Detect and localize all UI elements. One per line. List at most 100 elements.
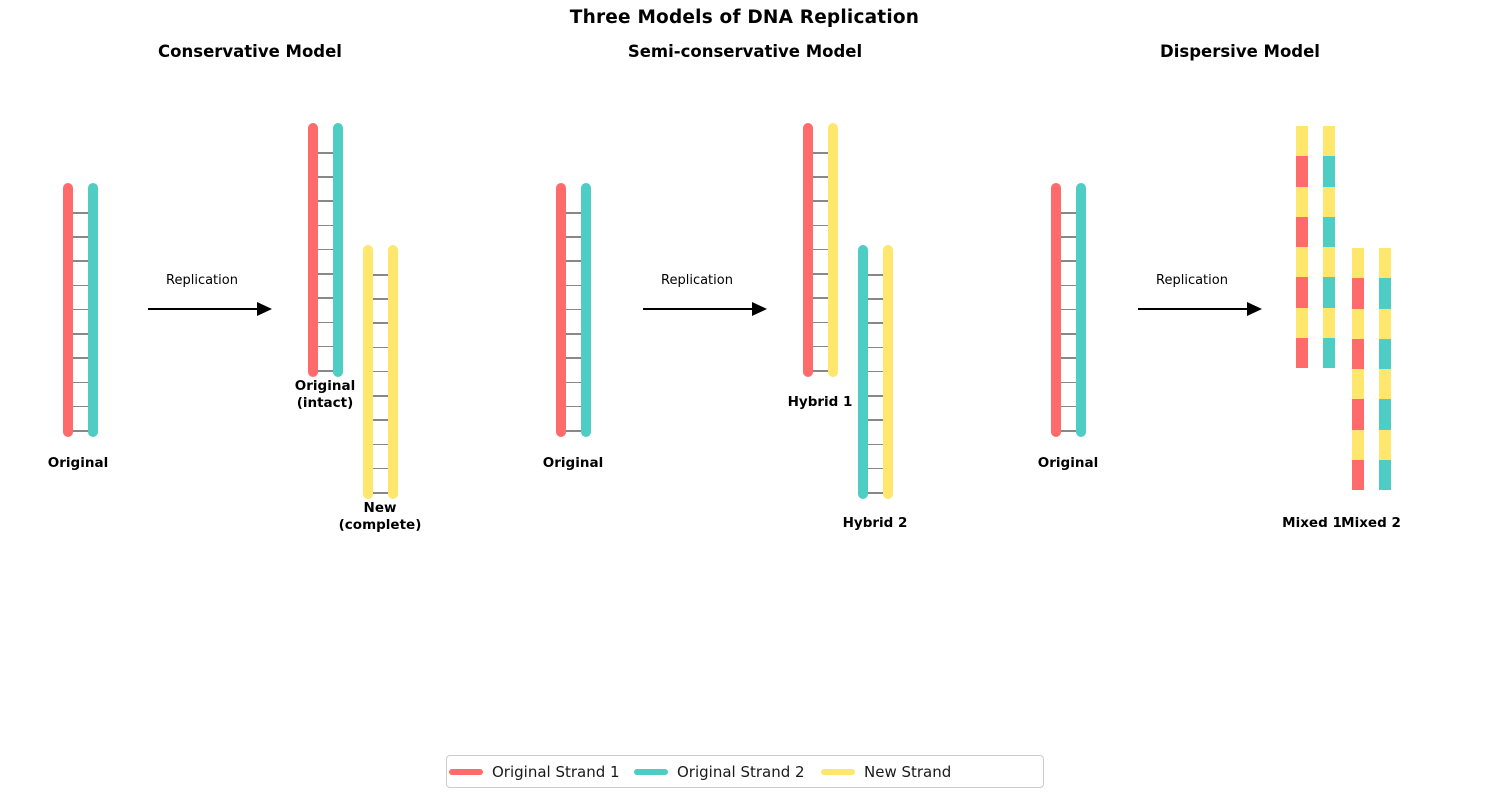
strand-segment-original-strand-1 <box>1296 216 1308 247</box>
legend-swatch-new-strand <box>821 768 855 775</box>
strand-segment-original-strand-1 <box>1352 278 1364 309</box>
base-pair-rung <box>313 200 338 203</box>
base-pair-rung <box>368 322 393 325</box>
panel-title-semi-conservative: Semi-conservative Model <box>627 42 863 61</box>
legend-swatch-original-strand-2 <box>634 768 668 775</box>
dna-strand-new-strand <box>883 245 893 499</box>
base-pair-rung <box>313 369 338 372</box>
base-pair-rung <box>808 369 833 372</box>
strand-segment-original-strand-1 <box>1296 277 1308 308</box>
dispersive-mixed-2-segmented-strands <box>1352 248 1391 490</box>
legend-label: New Strand <box>864 762 952 781</box>
panel-title-conservative: Conservative Model <box>158 42 342 61</box>
base-pair-rung <box>863 274 888 276</box>
strand-segment-original-strand-2 <box>1379 399 1391 430</box>
strand-segment-new-strand <box>1323 247 1335 278</box>
strand-segment-new-strand <box>1323 307 1335 338</box>
strand-segment-original-strand-1 <box>1352 399 1364 430</box>
original-label: Original <box>542 455 604 471</box>
legend-entry-original-strand-2: Original Strand 2 <box>634 756 805 787</box>
base-pair-rung <box>863 467 888 470</box>
base-pair-rung <box>561 333 586 335</box>
base-pair-rung <box>1056 429 1081 432</box>
base-pair-rung <box>368 298 393 300</box>
base-pair-rung <box>68 236 93 238</box>
base-pair-rung <box>1056 405 1081 408</box>
strand-segment-original-strand-2 <box>1323 216 1335 247</box>
dna-strand-segmented <box>1379 248 1391 490</box>
dna-strand-new-strand <box>388 245 398 499</box>
base-pair-rung <box>808 297 833 299</box>
legend-label: Original Strand 2 <box>677 762 805 781</box>
base-pair-rung <box>313 248 338 251</box>
semi-conservative-original-helix <box>556 183 591 437</box>
semi-conservative-replication-arrow-label: Replication <box>661 273 733 288</box>
dispersive-replication-arrow-shaft <box>1138 308 1247 311</box>
original-label: Original <box>47 455 109 471</box>
base-pair-rung <box>1056 284 1081 287</box>
mixed-2-label: Mixed 2 <box>1341 515 1401 531</box>
strand-segment-original-strand-2 <box>1323 156 1335 187</box>
semi-conservative-replication-arrow-head <box>752 301 767 316</box>
base-pair-rung <box>561 284 586 287</box>
base-pair-rung <box>313 152 338 154</box>
base-pair-rung <box>1056 260 1081 263</box>
base-pair-rung <box>313 176 338 178</box>
base-pair-rung <box>863 298 888 300</box>
conservative-original-helix <box>63 183 98 437</box>
base-pair-rung <box>68 405 93 408</box>
mixed-1-label: Mixed 1 <box>1282 515 1342 531</box>
original-label: Original <box>1037 455 1099 471</box>
base-pair-rung <box>863 346 888 349</box>
strand-segment-original-strand-2 <box>1323 337 1335 368</box>
page-title: Three Models of DNA Replication <box>569 7 920 28</box>
dna-strand-original-strand-2 <box>88 183 98 437</box>
strand-segment-new-strand <box>1296 247 1308 278</box>
strand-segment-original-strand-1 <box>1352 459 1364 490</box>
base-pair-rung <box>368 346 393 349</box>
base-pair-rung <box>368 443 393 446</box>
base-pair-rung <box>68 284 93 287</box>
dispersive-replication-arrow-label: Replication <box>1156 273 1228 288</box>
new-complete-label: New (complete) <box>338 500 422 533</box>
conservative-replication-arrow-head <box>257 301 272 316</box>
legend-label: Original Strand 1 <box>492 762 620 781</box>
dna-strand-original-strand-1 <box>803 123 813 377</box>
strand-segment-original-strand-1 <box>1296 156 1308 187</box>
dna-strand-original-strand-1 <box>1051 183 1061 437</box>
base-pair-rung <box>1056 236 1081 238</box>
base-pair-rung <box>368 274 393 276</box>
dispersive-mixed-1-segmented-strands <box>1296 126 1335 368</box>
base-pair-rung <box>808 152 833 154</box>
base-pair-rung <box>1056 308 1081 311</box>
base-pair-rung <box>561 236 586 238</box>
dna-strand-segmented <box>1323 126 1335 368</box>
dispersive-replication-arrow-head <box>1247 301 1262 316</box>
base-pair-rung <box>368 491 393 494</box>
base-pair-rung <box>808 273 833 275</box>
strand-segment-original-strand-2 <box>1379 459 1391 490</box>
base-pair-rung <box>368 467 393 470</box>
strand-segment-original-strand-1 <box>1296 337 1308 368</box>
base-pair-rung <box>863 443 888 446</box>
base-pair-rung <box>808 345 833 348</box>
base-pair-rung <box>808 200 833 203</box>
panel-title-dispersive: Dispersive Model <box>1160 42 1320 61</box>
legend-swatch-original-strand-1 <box>449 768 483 775</box>
dna-strand-segmented <box>1352 248 1364 490</box>
base-pair-rung <box>68 308 93 311</box>
strand-segment-original-strand-2 <box>1379 338 1391 369</box>
dna-strand-new-strand <box>828 123 838 377</box>
base-pair-rung <box>68 333 93 335</box>
dna-strand-original-strand-1 <box>556 183 566 437</box>
dispersive-original-helix <box>1051 183 1086 437</box>
conservative-replication-arrow-shaft <box>148 308 257 311</box>
conservative-replication-arrow-label: Replication <box>166 273 238 288</box>
base-pair-rung <box>313 273 338 275</box>
base-pair-rung <box>368 395 393 397</box>
base-pair-rung <box>808 321 833 324</box>
dna-strand-new-strand <box>363 245 373 499</box>
original-intact-label: Original (intact) <box>294 378 356 411</box>
hybrid-2-label: Hybrid 2 <box>842 515 908 531</box>
base-pair-rung <box>863 419 888 421</box>
